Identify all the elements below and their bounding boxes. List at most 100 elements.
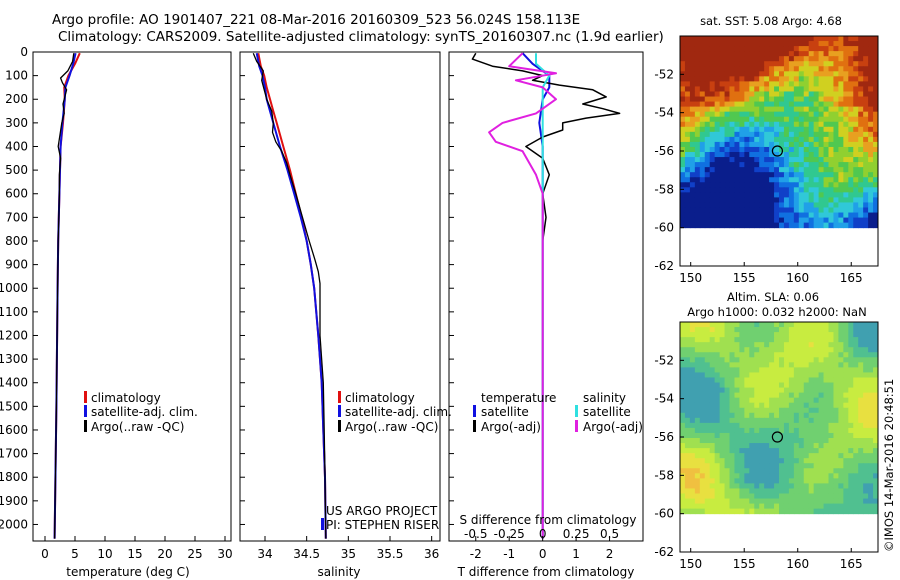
sla-map-cell [689, 498, 696, 505]
difference-series-salinity-argo-adj- [488, 52, 557, 539]
sst-map-cell [798, 192, 805, 198]
sst-map-cell [833, 46, 839, 52]
sla-map-cell [680, 392, 686, 399]
sla-map-cell [788, 322, 795, 328]
sla-map-cell [779, 382, 785, 389]
sla-map-cell [803, 327, 810, 333]
sst-map-cell [783, 212, 790, 219]
sla-map-cell [828, 402, 834, 409]
sst-map-cell [873, 222, 878, 229]
sla-map-cell [828, 478, 834, 484]
sst-map-cell [729, 197, 735, 203]
sla-map-cell [724, 407, 730, 414]
salinity-series-argo-raw-qc- [252, 52, 327, 539]
sla-map-cell [823, 448, 829, 454]
sst-map-cell [769, 162, 775, 168]
sst-map-cell [744, 106, 750, 113]
sla-map-cell [833, 488, 839, 494]
sla-map-cell [803, 448, 810, 454]
sla-map-cell [873, 488, 878, 494]
sst-map-cell [818, 146, 825, 153]
sst-map-cell [858, 187, 864, 193]
sst-map-cell [694, 212, 701, 219]
sla-map-cell [724, 473, 730, 479]
sla-map-cell [848, 372, 854, 378]
sla-map-cell [833, 417, 839, 424]
sla-map-cell [788, 503, 795, 510]
sst-map-cell [689, 217, 696, 224]
sla-map-cell [754, 468, 760, 474]
sla-map-cell [759, 478, 765, 484]
sst-map-cell [793, 111, 800, 118]
sst-map-cell [848, 172, 854, 178]
sst-map-cell [699, 141, 706, 148]
sla-map-cell [739, 458, 745, 464]
sst-map-cell [734, 106, 740, 113]
sst-map-cell [769, 141, 775, 148]
sst-map-cell [739, 146, 745, 153]
sla-map-cell [858, 448, 864, 454]
sst-map-cell [729, 56, 735, 62]
sla-map-cell [754, 427, 760, 434]
sst-map-cell [803, 167, 810, 173]
sst-map-cell [744, 116, 750, 123]
sst-map-cell [779, 91, 785, 98]
sla-map-cell [783, 498, 790, 505]
sst-map-cell [689, 187, 696, 193]
sst-map-cell [729, 202, 735, 208]
sst-map-cell [838, 141, 844, 148]
sst-map-cell [858, 172, 864, 178]
sla-map-cell [798, 432, 805, 439]
sst-map-cell [714, 167, 721, 173]
sst-map-cell [783, 172, 790, 178]
sla-map-cell [833, 443, 839, 449]
sst-map-cell [749, 86, 755, 92]
sst-map-cell [684, 141, 691, 148]
sla-map-cell [823, 438, 829, 444]
sla-map-cell [714, 422, 721, 429]
sla-map-cell [868, 372, 874, 378]
sst-map-cell [680, 101, 686, 108]
sla-map-cell [788, 432, 795, 439]
sla-map-cell [769, 407, 775, 414]
sla-map-cell [853, 377, 859, 384]
sla-map-cell [769, 453, 775, 459]
sla-map-cell [684, 448, 691, 454]
sla-map-cell [769, 463, 775, 469]
temperature-xlabel: temperature (deg C) [66, 565, 189, 579]
sla-map-cell [853, 473, 859, 479]
sst-map-cell [863, 106, 869, 113]
sst-map-cell [714, 66, 721, 72]
sst-map-cell [759, 202, 765, 208]
sla-map-cell [739, 347, 745, 353]
sst-map-cell [803, 207, 810, 214]
sst-map-cell [798, 66, 805, 72]
sst-map-cell [769, 126, 775, 133]
sst-map-cell [734, 197, 740, 203]
sla-map-cell [863, 367, 869, 373]
sst-map-cell [754, 167, 760, 173]
sst-map-cell [749, 177, 755, 183]
sst-map-cell [788, 157, 795, 163]
sst-map-cell [754, 66, 760, 72]
sla-map-cell [823, 488, 829, 494]
sla-map-cell [779, 498, 785, 505]
sla-map-cell [828, 498, 834, 505]
sla-map-cell [769, 377, 775, 384]
sla-map-cell [764, 493, 770, 500]
sla-map-cell [729, 367, 735, 373]
sla-map-cell [868, 407, 874, 414]
sla-map-cell [724, 412, 730, 419]
sla-map-cell [853, 458, 859, 464]
sla-map-cell [823, 382, 829, 389]
sst-map-cell [739, 126, 745, 133]
sst-map-cell [689, 131, 696, 138]
sla-map-cell [699, 438, 706, 444]
salinity-xtick-label: 35 [341, 547, 356, 561]
sst-map-cell [783, 81, 790, 87]
sst-map-cell [739, 116, 745, 123]
sla-map-cell [793, 473, 800, 479]
temperature-series-argo-raw-qc- [53, 53, 75, 539]
sst-map-cell [818, 91, 825, 98]
sst-map-cell [808, 192, 815, 198]
